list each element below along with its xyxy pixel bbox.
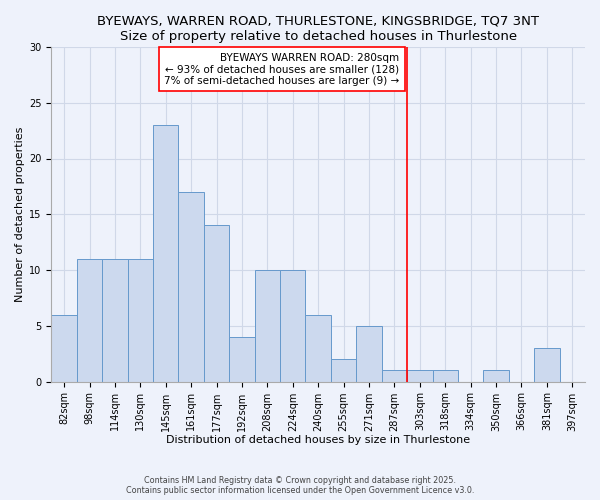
Y-axis label: Number of detached properties: Number of detached properties (15, 126, 25, 302)
Text: Contains HM Land Registry data © Crown copyright and database right 2025.
Contai: Contains HM Land Registry data © Crown c… (126, 476, 474, 495)
Bar (102, 259, 128, 382)
Bar (484, 370, 509, 382)
Bar (204, 226, 229, 382)
Bar (407, 370, 433, 382)
Bar (254, 270, 280, 382)
Bar (77, 259, 102, 382)
Bar (331, 360, 356, 382)
Bar (534, 348, 560, 382)
Title: BYEWAYS, WARREN ROAD, THURLESTONE, KINGSBRIDGE, TQ7 3NT
Size of property relativ: BYEWAYS, WARREN ROAD, THURLESTONE, KINGS… (97, 15, 539, 43)
Text: BYEWAYS WARREN ROAD: 280sqm
← 93% of detached houses are smaller (128)
7% of sem: BYEWAYS WARREN ROAD: 280sqm ← 93% of det… (164, 52, 400, 86)
Bar (229, 337, 254, 382)
Bar (52, 314, 77, 382)
Bar (153, 125, 178, 382)
Bar (382, 370, 407, 382)
Bar (280, 270, 305, 382)
X-axis label: Distribution of detached houses by size in Thurlestone: Distribution of detached houses by size … (166, 435, 470, 445)
Bar (128, 259, 153, 382)
Bar (356, 326, 382, 382)
Bar (178, 192, 204, 382)
Bar (433, 370, 458, 382)
Bar (305, 314, 331, 382)
